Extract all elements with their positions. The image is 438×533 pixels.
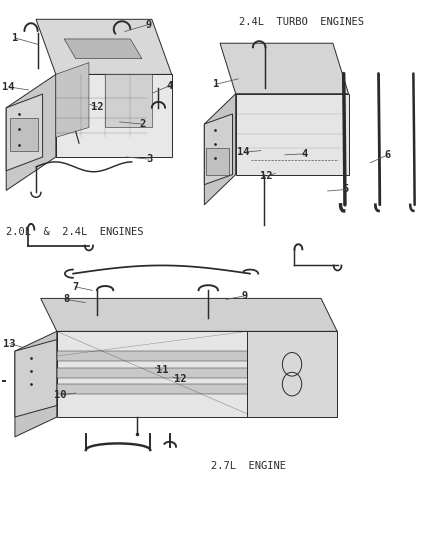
Polygon shape [57,332,337,417]
Polygon shape [236,94,349,174]
Text: 3: 3 [146,154,152,164]
Text: 10: 10 [54,390,67,400]
Text: 2.7L  ENGINE: 2.7L ENGINE [211,461,286,471]
Text: 14: 14 [2,82,14,92]
Text: 14: 14 [237,147,250,157]
Text: 13: 13 [4,338,16,349]
Polygon shape [41,298,337,332]
Text: 7: 7 [72,282,78,292]
Text: 9: 9 [242,290,248,301]
Text: 2: 2 [139,119,145,129]
Text: 11: 11 [156,365,168,375]
Text: 12: 12 [92,102,104,112]
Text: 6: 6 [385,150,391,160]
Text: 1: 1 [12,33,18,43]
Polygon shape [6,94,42,171]
Bar [206,148,230,174]
Polygon shape [56,75,172,157]
Polygon shape [205,114,233,184]
Text: 2.0L  &  2.4L  ENGINES: 2.0L & 2.4L ENGINES [6,227,144,237]
Text: 4: 4 [166,81,173,91]
Text: 9: 9 [145,20,151,30]
Polygon shape [6,75,56,190]
Polygon shape [15,332,57,437]
Text: 1: 1 [213,79,219,89]
Polygon shape [247,332,337,417]
Polygon shape [106,75,152,127]
Text: 8: 8 [63,294,70,304]
Polygon shape [57,368,305,377]
Polygon shape [57,384,305,394]
Polygon shape [220,43,349,94]
Polygon shape [56,62,89,138]
Polygon shape [57,351,305,361]
Polygon shape [205,94,236,205]
Polygon shape [64,39,142,59]
Bar [10,118,38,151]
Polygon shape [15,340,57,417]
Text: 5: 5 [343,184,349,195]
Text: 12: 12 [174,374,187,384]
Text: 4: 4 [301,149,307,159]
Text: 2.4L  TURBO  ENGINES: 2.4L TURBO ENGINES [239,17,364,27]
Polygon shape [36,19,172,75]
Text: 12: 12 [260,171,273,181]
